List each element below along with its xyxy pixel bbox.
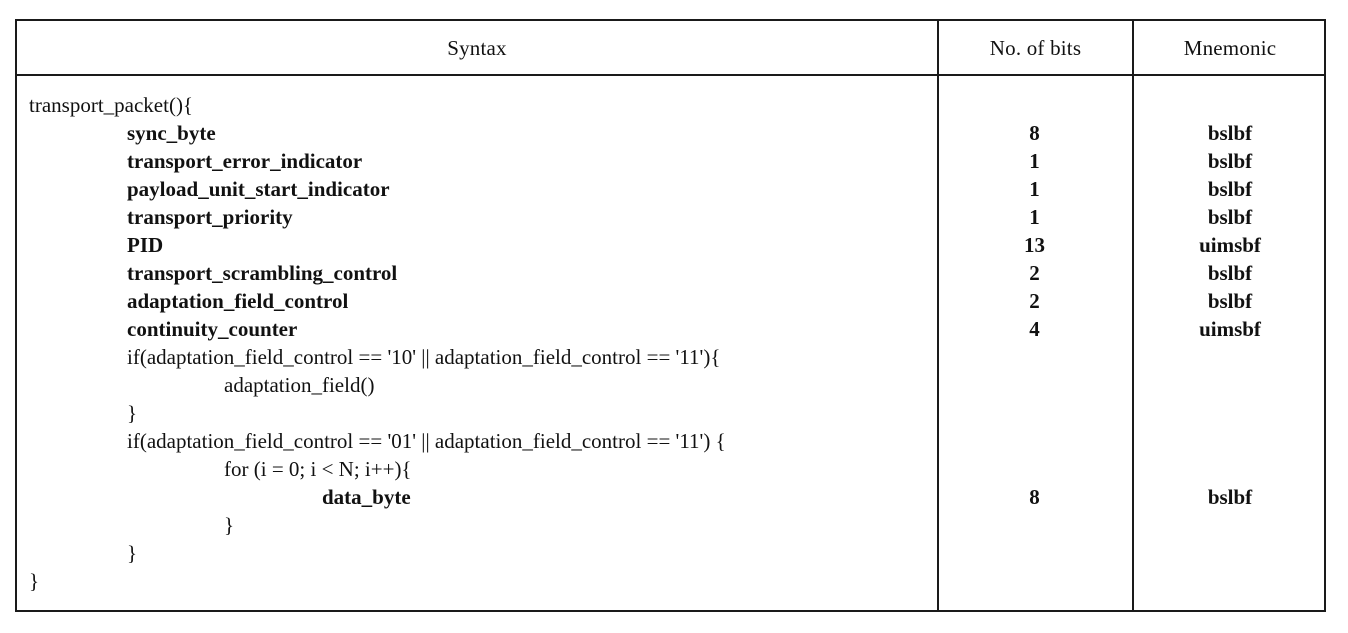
table-row: } (17, 511, 1324, 539)
table-row: payload_unit_start_indicator 1 bslbf (17, 175, 1324, 203)
table-row: continuity_counter 4 uimsbf (17, 315, 1324, 343)
syntax-cell: transport_priority (127, 205, 293, 229)
header-syntax: Syntax (447, 36, 507, 60)
syntax-cell: adaptation_field() (224, 373, 375, 397)
syntax-cell: if(adaptation_field_control == '10' || a… (127, 345, 721, 369)
bits-cell: 8 (1029, 485, 1040, 509)
header-mnemonic: Mnemonic (1183, 36, 1277, 60)
mnemonic-cell: bslbf (1207, 261, 1253, 285)
syntax-cell: data_byte (322, 485, 411, 509)
mnemonic-cell: bslbf (1207, 177, 1253, 201)
table-row: adaptation_field() (17, 371, 1324, 399)
mnemonic-cell: bslbf (1207, 149, 1253, 173)
syntax-cell: transport_scrambling_control (127, 261, 398, 285)
syntax-cell: if(adaptation_field_control == '01' || a… (127, 429, 726, 453)
table-row: if(adaptation_field_control == '10' || a… (17, 343, 1324, 371)
syntax-cell: } (127, 541, 138, 565)
table-row: transport_packet(){ (17, 91, 1324, 119)
mnemonic-cell: uimsbf (1199, 317, 1261, 341)
bits-cell: 2 (1029, 261, 1040, 285)
syntax-cell: sync_byte (127, 121, 216, 145)
syntax-cell: continuity_counter (127, 317, 298, 341)
syntax-cell: PID (127, 233, 164, 257)
syntax-cell: for (i = 0; i < N; i++){ (224, 457, 412, 481)
table-row: transport_scrambling_control 2 bslbf (17, 259, 1324, 287)
bits-cell: 8 (1029, 121, 1040, 145)
mnemonic-cell: bslbf (1207, 121, 1253, 145)
bits-cell: 1 (1029, 149, 1040, 173)
column-divider-mnemonic (1132, 21, 1134, 610)
bits-cell: 4 (1029, 317, 1040, 341)
syntax-cell: payload_unit_start_indicator (127, 177, 390, 201)
syntax-cell: transport_error_indicator (127, 149, 363, 173)
table-row: data_byte 8 bslbf (17, 483, 1324, 511)
syntax-cell: transport_packet(){ (29, 93, 194, 117)
mnemonic-cell: bslbf (1207, 205, 1253, 229)
bits-cell: 13 (1024, 233, 1045, 257)
syntax-cell: } (224, 513, 235, 537)
bits-cell: 1 (1029, 205, 1040, 229)
syntax-cell: adaptation_field_control (127, 289, 349, 313)
syntax-cell: } (127, 401, 138, 425)
table-row: transport_error_indicator 1 bslbf (17, 147, 1324, 175)
table-row: } (17, 539, 1324, 567)
bits-cell: 1 (1029, 177, 1040, 201)
table-row: adaptation_field_control 2 bslbf (17, 287, 1324, 315)
table-row: } (17, 399, 1324, 427)
column-divider-bits (937, 21, 939, 610)
table-row: if(adaptation_field_control == '01' || a… (17, 427, 1324, 455)
table-row: transport_priority 1 bslbf (17, 203, 1324, 231)
header-divider (17, 74, 1324, 76)
mnemonic-cell: uimsbf (1199, 233, 1261, 257)
mnemonic-cell: bslbf (1207, 289, 1253, 313)
bits-cell: 2 (1029, 289, 1040, 313)
syntax-cell: } (29, 569, 40, 593)
table-row: sync_byte 8 bslbf (17, 119, 1324, 147)
syntax-table: Syntax No. of bits Mnemonic transport_pa… (15, 19, 1326, 612)
table-row: } (17, 567, 1324, 595)
mnemonic-cell: bslbf (1207, 485, 1253, 509)
header-no-of-bits: No. of bits (989, 36, 1082, 60)
table-row: for (i = 0; i < N; i++){ (17, 455, 1324, 483)
table-row: PID 13 uimsbf (17, 231, 1324, 259)
